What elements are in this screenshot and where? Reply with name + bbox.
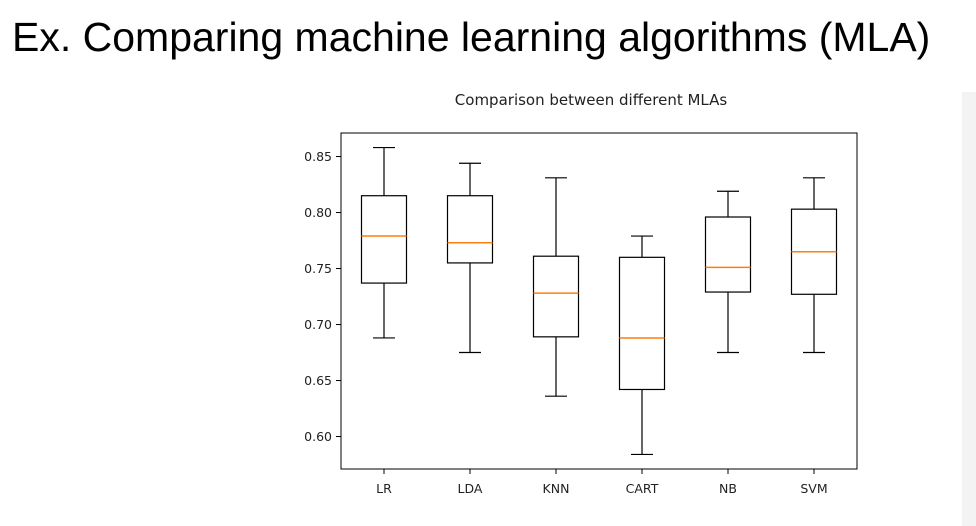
x-tick-label: SVM — [800, 481, 827, 496]
x-axis: LR LDA KNN CART NB SVM — [376, 469, 828, 496]
iqr-box — [446, 195, 494, 264]
iqr-box — [704, 216, 752, 293]
box-knn — [532, 177, 580, 397]
x-tick-label: LR — [376, 481, 392, 496]
chart-title: Comparison between different MLAs — [455, 91, 728, 109]
y-tick-label: 0.75 — [304, 261, 332, 276]
x-tick-label: NB — [719, 481, 737, 496]
slide-title: Ex. Comparing machine learning algorithm… — [12, 14, 931, 60]
x-tick-label: KNN — [543, 481, 570, 496]
box-nb — [704, 190, 752, 354]
box-cart — [618, 235, 666, 456]
x-tick-label: LDA — [458, 481, 483, 496]
boxes-group — [360, 146, 838, 456]
box-svm — [790, 177, 838, 354]
iqr-box — [532, 255, 580, 338]
iqr-box — [360, 195, 408, 284]
y-tick-label: 0.65 — [304, 373, 332, 388]
x-tick-label: CART — [626, 481, 659, 496]
box-lda — [446, 162, 494, 354]
box-lr — [360, 146, 408, 339]
y-tick-label: 0.60 — [304, 429, 332, 444]
y-tick-label: 0.85 — [304, 149, 332, 164]
y-tick-label: 0.70 — [304, 317, 332, 332]
plot-area — [340, 132, 858, 470]
y-axis: 0.60 0.65 0.70 0.75 0.80 0.85 — [304, 149, 341, 444]
iqr-box — [618, 256, 666, 391]
scrollbar-track[interactable] — [962, 92, 976, 526]
y-tick-label: 0.80 — [304, 205, 332, 220]
